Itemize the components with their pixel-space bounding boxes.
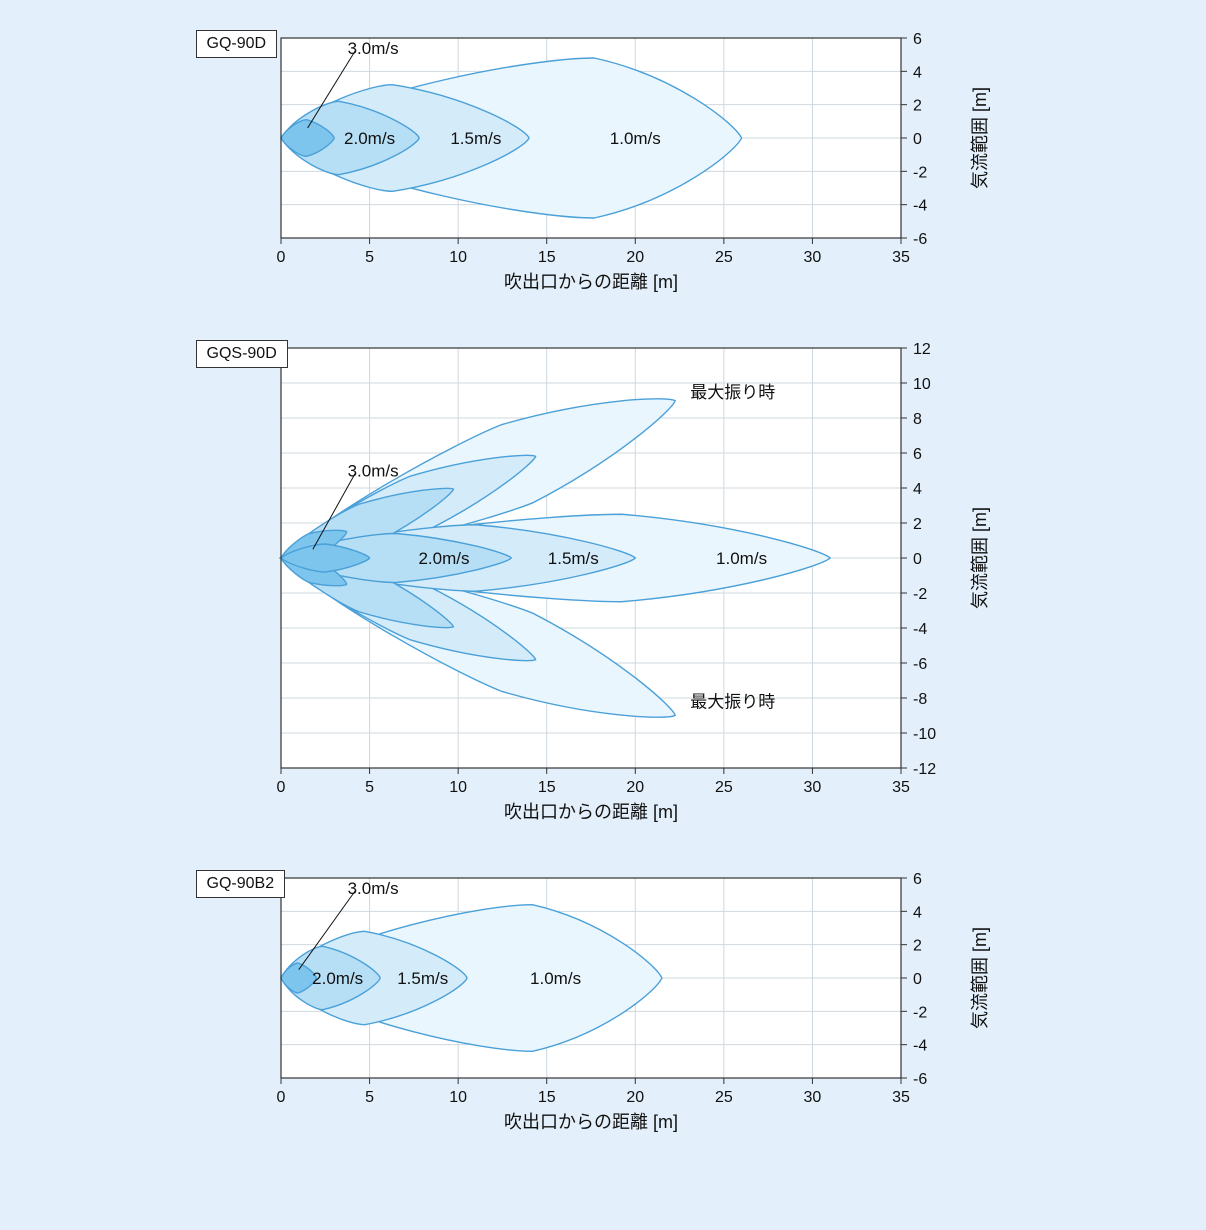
model-badge: GQS-90D <box>196 340 288 368</box>
chart-block-gqs90d: GQS-90D 0 5 10 15 20 25 30 35-12 -10 -8 -6 -4 -2 0 2 4 6 8… <box>196 330 1011 830</box>
y-tick-label: -2 <box>913 164 927 181</box>
chart-gq90b2-svg: 0 5 10 15 20 25 30 35-6 -4 -2 0 2 4 6 吹出口からの距離 [m] 気流範囲… <box>196 860 1011 1140</box>
y-axis-label: 気流範囲 [m] <box>970 507 990 609</box>
x-tick-label: 20 <box>626 1089 644 1106</box>
annotation-label: 最大振り時 <box>690 383 775 402</box>
annotation-label: 3.0m/s <box>347 879 398 898</box>
x-tick-label: 15 <box>537 779 555 796</box>
x-axis-label: 吹出口からの距離 [m] <box>504 802 678 822</box>
y-tick-label: -12 <box>913 761 936 778</box>
y-tick-label: -8 <box>913 691 927 708</box>
y-tick-label: 4 <box>913 904 922 921</box>
page: GQ-90D05101520253035-6-4-20246吹出口からの距離 [… <box>0 0 1206 1210</box>
x-tick-label: 0 <box>276 779 285 796</box>
annotation-label: 1.5m/s <box>450 129 501 148</box>
y-tick-label: 6 <box>913 31 922 48</box>
y-tick-label: 6 <box>913 446 922 463</box>
x-tick-label: 15 <box>537 249 555 266</box>
y-tick-label: -4 <box>913 621 927 638</box>
y-tick-label: -4 <box>913 198 927 215</box>
y-tick-label: -6 <box>913 1071 927 1088</box>
y-tick-label: 0 <box>913 971 922 988</box>
y-tick-label: 0 <box>913 551 922 568</box>
annotation-label: 最大振り時 <box>690 693 775 712</box>
y-tick-label: -10 <box>913 726 936 743</box>
y-tick-label: 12 <box>913 341 931 358</box>
x-tick-label: 5 <box>365 779 374 796</box>
y-tick-label: 2 <box>913 98 922 115</box>
y-tick-label: 8 <box>913 411 922 428</box>
y-tick-label: 10 <box>913 376 931 393</box>
y-tick-label: -2 <box>913 586 927 603</box>
x-tick-label: 5 <box>365 249 374 266</box>
annotation-label: 3.0m/s <box>347 462 398 481</box>
x-tick-label: 30 <box>803 779 821 796</box>
x-tick-label: 20 <box>626 779 644 796</box>
y-axis-label: 気流範囲 [m] <box>970 87 990 189</box>
x-tick-label: 30 <box>803 1089 821 1106</box>
y-tick-label: -6 <box>913 231 927 248</box>
x-tick-label: 25 <box>714 249 732 266</box>
annotation-label: 3.0m/s <box>347 39 398 58</box>
chart-gq90d-svg: 0 5 10 15 20 25 30 35-6 -4 -2 0 2 4 6 吹出口からの距離 [m] 気流範囲… <box>196 20 1011 300</box>
x-axis-label: 吹出口からの距離 [m] <box>504 272 678 292</box>
y-tick-label: 2 <box>913 516 922 533</box>
annotation-label: 1.5m/s <box>397 969 448 988</box>
x-tick-label: 35 <box>892 249 910 266</box>
x-axis-label: 吹出口からの距離 [m] <box>504 1112 678 1132</box>
annotation-label: 1.5m/s <box>547 549 598 568</box>
x-tick-label: 0 <box>276 249 285 266</box>
y-axis-label: 気流範囲 [m] <box>970 927 990 1029</box>
annotation-label: 2.0m/s <box>344 129 395 148</box>
x-tick-label: 5 <box>365 1089 374 1106</box>
chart-block-gq90d: GQ-90D 0 5 10 15 20 25 30 35-6 -4 -2 0 2 4 6 吹出口からの距離 [… <box>196 20 1011 300</box>
x-tick-label: 25 <box>714 1089 732 1106</box>
model-badge: GQ-90D <box>196 30 278 58</box>
model-badge: GQ-90B2 <box>196 870 286 898</box>
x-tick-label: 0 <box>276 1089 285 1106</box>
chart-block-gq90b2: GQ-90B2 0 5 10 15 20 25 30 35-6 -4 -2 0 2 4 6 吹出口からの距離 … <box>196 860 1011 1140</box>
y-tick-label: -6 <box>913 656 927 673</box>
y-tick-label: 4 <box>913 64 922 81</box>
annotation-label: 1.0m/s <box>716 549 767 568</box>
annotation-label: 2.0m/s <box>312 969 363 988</box>
x-tick-label: 35 <box>892 779 910 796</box>
y-tick-label: 2 <box>913 938 922 955</box>
chart-gqs90d-svg: 0 5 10 15 20 25 30 35-12 -10 -8 -6 -4 -2 0 2 4 6 8 10 12 吹出口… <box>196 330 1011 830</box>
y-tick-label: -4 <box>913 1038 927 1055</box>
y-tick-label: -2 <box>913 1004 927 1021</box>
y-tick-label: 6 <box>913 871 922 888</box>
x-tick-label: 10 <box>449 1089 467 1106</box>
y-tick-label: 0 <box>913 131 922 148</box>
annotation-label: 2.0m/s <box>418 549 469 568</box>
x-tick-label: 20 <box>626 249 644 266</box>
x-tick-label: 15 <box>537 1089 555 1106</box>
x-tick-label: 30 <box>803 249 821 266</box>
x-tick-label: 10 <box>449 779 467 796</box>
x-tick-label: 25 <box>714 779 732 796</box>
y-tick-label: 4 <box>913 481 922 498</box>
x-tick-label: 35 <box>892 1089 910 1106</box>
annotation-label: 1.0m/s <box>530 969 581 988</box>
x-tick-label: 10 <box>449 249 467 266</box>
annotation-label: 1.0m/s <box>609 129 660 148</box>
